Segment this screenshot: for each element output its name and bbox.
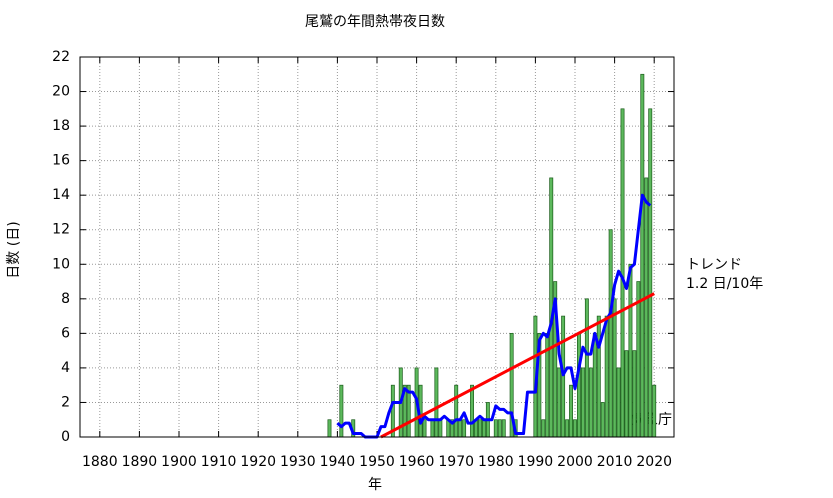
- bar: [573, 419, 577, 438]
- bar: [327, 419, 332, 438]
- bar: [608, 229, 613, 438]
- bar: [541, 419, 546, 438]
- bar: [628, 263, 633, 438]
- y-tick-label: 16: [52, 153, 70, 169]
- chart-title: 尾鷲の年間熱帯夜日数: [305, 14, 445, 30]
- bar: [478, 419, 482, 438]
- x-tick-label: 1890: [122, 454, 158, 470]
- y-tick-label: 4: [61, 360, 70, 376]
- bar: [430, 419, 435, 438]
- bar: [600, 402, 605, 438]
- bar: [620, 108, 625, 438]
- moving-average-line: [336, 193, 652, 439]
- bar: [652, 384, 657, 438]
- bar: [624, 350, 629, 438]
- x-tick-label: 1940: [320, 454, 356, 470]
- x-axis-label: 年: [368, 477, 382, 493]
- x-tick-label: 1910: [201, 454, 237, 470]
- bar: [596, 315, 601, 438]
- y-axis-label: 日数 (日): [6, 221, 22, 278]
- bar: [640, 73, 645, 438]
- x-tick-label: 1930: [280, 454, 316, 470]
- bar: [569, 384, 573, 438]
- bar: [557, 367, 562, 438]
- annotation: トレンド: [686, 257, 742, 273]
- bar: [584, 298, 589, 438]
- bar: [648, 108, 653, 438]
- bar: [577, 333, 581, 438]
- bar: [501, 419, 506, 438]
- y-tick-label: 14: [52, 187, 70, 203]
- x-tick-label: 1900: [161, 454, 197, 470]
- bar: [565, 419, 570, 438]
- bar: [339, 384, 344, 438]
- x-tick-label: 1950: [359, 454, 395, 470]
- y-tick-label: 2: [61, 394, 70, 410]
- bar: [632, 350, 637, 438]
- bar: [497, 419, 502, 438]
- y-tick-label: 22: [52, 49, 70, 65]
- bar: [580, 367, 585, 438]
- bar: [561, 315, 566, 438]
- bar: [422, 419, 427, 438]
- bar: [438, 419, 443, 438]
- y-tick-label: 8: [61, 291, 70, 307]
- bar: [616, 367, 621, 438]
- bar: [493, 419, 498, 438]
- x-tick-label: 1960: [399, 454, 435, 470]
- x-tick-label: 1970: [438, 454, 474, 470]
- trend-line: [380, 292, 655, 439]
- y-tick-label: 0: [61, 429, 70, 445]
- x-tick-label: 1880: [82, 454, 118, 470]
- bar: [462, 419, 467, 438]
- y-tick-label: 18: [52, 118, 70, 134]
- y-tick-label: 12: [52, 222, 70, 238]
- bar: [454, 384, 459, 438]
- bar: [481, 419, 486, 438]
- bar: [470, 384, 474, 438]
- bar: [592, 333, 597, 438]
- x-tick-label: 2010: [597, 454, 633, 470]
- bar: [604, 315, 609, 438]
- x-tick-label: 2020: [636, 454, 672, 470]
- y-tick-label: 6: [61, 325, 70, 341]
- bar: [644, 177, 649, 438]
- y-tick-label: 10: [52, 256, 70, 272]
- plot-frame: [79, 56, 675, 438]
- x-tick-label: 2000: [557, 454, 593, 470]
- x-tick-label: 1990: [518, 454, 554, 470]
- bar: [434, 367, 439, 438]
- bar: [458, 419, 463, 438]
- bar: [636, 281, 641, 438]
- bar: [612, 298, 617, 438]
- annotation: 1.2 日/10年: [686, 276, 763, 292]
- bar: [588, 367, 593, 438]
- y-tick-label: 20: [52, 84, 70, 100]
- x-tick-label: 1980: [478, 454, 514, 470]
- x-tick-label: 1920: [240, 454, 276, 470]
